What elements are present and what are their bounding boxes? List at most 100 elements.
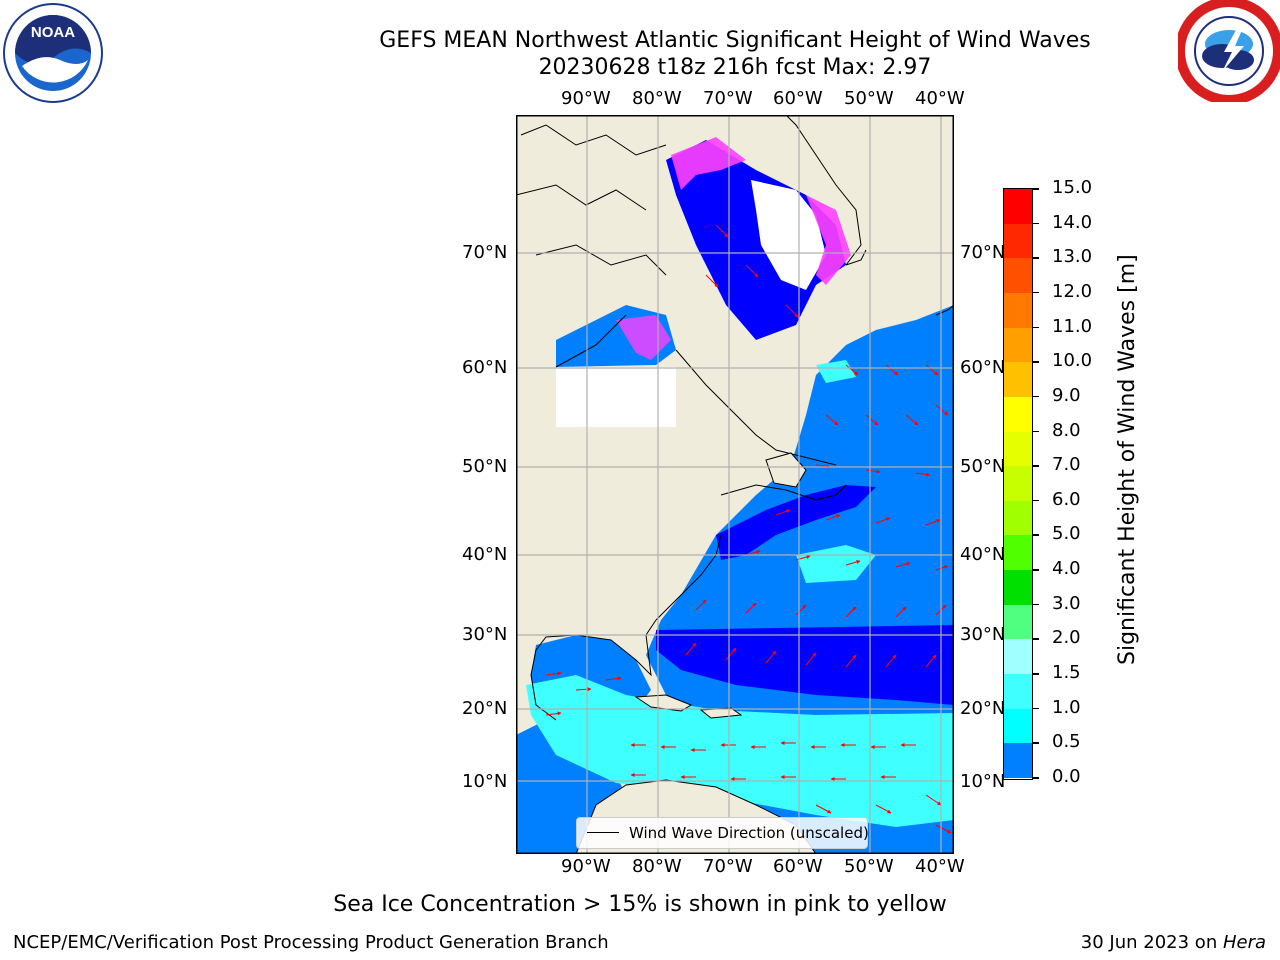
colorbar-tick-label: 14.0 [1052,211,1093,233]
colorbar-segment [1004,466,1032,502]
lon-label-top-50w: 50°W [844,88,894,109]
baffin-bay [666,140,846,340]
lon-label-bottom-70w: 70°W [703,856,753,877]
lat-label-right-70n: 70°N [960,242,1006,263]
lat-label-right-60n: 60°N [960,357,1006,378]
noaa-logo-text: NOAA [31,24,75,41]
colorbar-tick-mark [1033,257,1039,259]
lat-label-right-30n: 30°N [960,624,1006,645]
chart-title-line1: GEFS MEAN Northwest Atlantic Significant… [379,28,1091,53]
colorbar-segment [1004,674,1032,710]
colorbar-tick-label: 4.0 [1052,558,1081,580]
noaa-logo: NOAA [3,3,103,103]
colorbar-segment [1004,258,1032,294]
colorbar-tick-mark [1033,707,1039,710]
graticule [516,115,954,854]
lon-label-bottom-60w: 60°W [773,856,823,877]
lon-label-bottom-50w: 50°W [844,856,894,877]
colorbar-tick-label: 0.5 [1052,731,1081,753]
sea-ice-note: Sea Ice Concentration > 15% is shown in … [333,892,947,917]
colorbar-tick-mark [1033,499,1039,502]
footer-date: 30 Jun 2023 on [1080,932,1223,953]
colorbar-segment [1004,639,1032,675]
colorbar-segment [1004,327,1032,363]
lat-label-left-50n: 50°N [462,456,508,477]
colorbar-segment [1004,535,1032,571]
footer-right: 30 Jun 2023 on Hera [1081,932,1266,954]
colorbar-tick-label: 11.0 [1052,315,1093,337]
lat-label-right-50n: 50°N [960,456,1006,477]
lon-label-top-90w: 90°W [561,88,611,109]
colorbar-tick-label: 15.0 [1052,177,1093,198]
lat-label-left-60n: 60°N [462,357,508,378]
map-panel [516,115,954,854]
colorbar-tick-label: 1.0 [1052,696,1081,718]
lon-label-bottom-40w: 40°W [915,856,965,877]
colorbar-segment [1004,604,1032,640]
lat-label-left-30n: 30°N [462,624,508,645]
sea-ice-pink-2 [806,195,851,285]
lon-label-top-80w: 80°W [632,88,682,109]
legend-label: Wind Wave Direction (unscaled) [629,824,869,842]
colorbar-tick-label: 3.0 [1052,592,1081,614]
colorbar-segment [1004,292,1032,329]
colorbar-tick-mark [1033,742,1039,744]
colorbar-segment [1004,570,1032,606]
colorbar-tick-mark [1033,638,1039,640]
lon-label-bottom-90w: 90°W [561,856,611,877]
colorbar-segment [1004,431,1032,467]
colorbar-tick-mark [1033,222,1039,225]
lat-label-left-20n: 20°N [462,698,508,719]
footer-left: NCEP/EMC/Verification Post Processing Pr… [13,932,609,953]
ocean-low-coast [716,485,876,560]
colorbar-tick-mark [1033,673,1039,675]
sea-ice-pink [671,137,746,190]
colorbar-tick-label: 12.0 [1052,280,1093,302]
colorbar-tick-mark [1033,361,1039,363]
colorbar [1003,188,1033,780]
lon-label-top-60w: 60°W [773,88,823,109]
lat-label-right-40n: 40°N [960,544,1006,565]
legend-line-sample [587,832,619,833]
colorbar-segment [1004,223,1032,259]
lat-label-left-10n: 10°N [462,771,508,792]
ocean-cyan-patch-2 [816,360,856,383]
colorbar-tick-label: 13.0 [1052,246,1093,268]
colorbar-segment [1004,708,1032,744]
colorbar-tick-label: 0.0 [1052,766,1081,787]
colorbar-tick-mark [1033,395,1039,398]
colorbar-tick-label: 7.0 [1052,454,1081,476]
colorbar-tick-mark [1033,534,1039,536]
colorbar-tick-mark [1033,188,1039,190]
sea-ice-white [751,180,826,290]
ocean-cyan-band [526,675,954,827]
colorbar-tick-mark [1033,569,1039,571]
lat-label-right-10n: 10°N [960,771,1006,792]
lat-label-right-20n: 20°N [960,698,1006,719]
footer-host: Hera [1222,932,1266,953]
colorbar-tick-mark [1033,603,1039,606]
colorbar-tick-label: 6.0 [1052,488,1081,510]
colorbar-tick-label: 2.0 [1052,627,1081,649]
lon-label-top-40w: 40°W [915,88,965,109]
colorbar-segment [1004,743,1032,779]
wind-wave-arrows [545,224,952,834]
colorbar-tick-mark [1033,777,1039,779]
hudson-ice-edge [616,315,671,360]
colorbar-tick-label: 5.0 [1052,523,1081,545]
colorbar-tick-label: 9.0 [1052,384,1081,406]
colorbar-segment [1004,362,1032,398]
colorbar-tick-mark [1033,291,1039,294]
colorbar-tick-mark [1033,430,1039,433]
no-data-area [556,367,676,427]
nws-logo [1178,0,1280,102]
ocean-low-band [656,625,954,705]
colorbar-tick-label: 10.0 [1052,350,1093,372]
map-legend: Wind Wave Direction (unscaled) [576,817,869,849]
colorbar-tick-label: 1.5 [1052,662,1081,684]
colorbar-tick-mark [1033,326,1039,329]
lat-label-left-70n: 70°N [462,242,508,263]
colorbar-segment [1004,500,1032,536]
chart-title-line2: 20230628 t18z 216h fcst Max: 2.97 [538,55,932,80]
colorbar-label: Significant Height of Wind Waves [m] [1115,254,1140,665]
